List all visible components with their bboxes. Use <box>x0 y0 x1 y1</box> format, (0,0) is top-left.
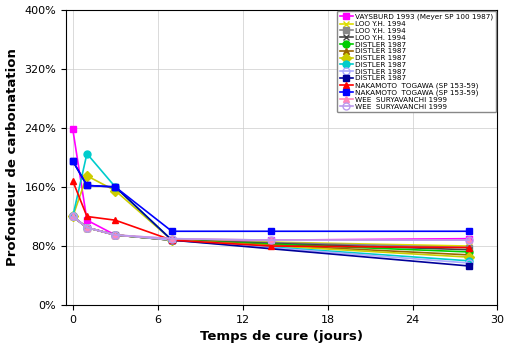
DISTLER 1987 <box>83 225 90 230</box>
LOO Y.H. 1994 <box>112 233 118 237</box>
DISTLER 1987 <box>168 238 175 242</box>
DISTLER 1987 <box>168 238 175 242</box>
NAKAMOTO  TOGAWA (SP 153-59) <box>112 218 118 222</box>
LOO Y.H. 1994 <box>83 225 90 230</box>
DISTLER 1987 <box>83 183 90 187</box>
DISTLER 1987 <box>83 174 90 178</box>
NAKAMOTO  TOGAWA (SP 153-59) <box>112 185 118 189</box>
DISTLER 1987 <box>168 238 175 242</box>
DISTLER 1987 <box>112 233 118 237</box>
DISTLER 1987 <box>83 225 90 230</box>
VAYSBURD 1993 (Meyer SP 100 1987) <box>168 238 175 242</box>
DISTLER 1987 <box>112 233 118 237</box>
VAYSBURD 1993 (Meyer SP 100 1987) <box>83 218 90 222</box>
NAKAMOTO  TOGAWA (SP 153-59) <box>83 183 90 187</box>
LOO Y.H. 1994 <box>112 233 118 237</box>
NAKAMOTO  TOGAWA (SP 153-59) <box>168 229 175 233</box>
LOO Y.H. 1994 <box>168 238 175 242</box>
WEE  SURYAVANCHI 1999 <box>465 238 471 242</box>
Line: DISTLER 1987: DISTLER 1987 <box>69 150 472 264</box>
DISTLER 1987 <box>465 264 471 268</box>
VAYSBURD 1993 (Meyer SP 100 1987) <box>267 238 273 242</box>
LOO Y.H. 1994 <box>465 248 471 252</box>
Line: DISTLER 1987: DISTLER 1987 <box>69 158 472 269</box>
LOO Y.H. 1994 <box>70 214 76 218</box>
DISTLER 1987 <box>168 238 175 242</box>
LOO Y.H. 1994 <box>168 238 175 242</box>
WEE  SURYAVANCHI 1999 <box>168 237 175 241</box>
Y-axis label: Profondeur de carbonatation: Profondeur de carbonatation <box>6 49 18 266</box>
Line: WEE  SURYAVANCHI 1999: WEE SURYAVANCHI 1999 <box>69 213 472 244</box>
LOO Y.H. 1994 <box>70 214 76 218</box>
VAYSBURD 1993 (Meyer SP 100 1987) <box>465 237 471 241</box>
DISTLER 1987 <box>83 151 90 156</box>
DISTLER 1987 <box>465 250 471 254</box>
DISTLER 1987 <box>70 214 76 218</box>
DISTLER 1987 <box>70 214 76 218</box>
DISTLER 1987 <box>70 214 76 218</box>
Line: LOO Y.H. 1994: LOO Y.H. 1994 <box>69 213 472 253</box>
DISTLER 1987 <box>112 188 118 193</box>
DISTLER 1987 <box>465 259 471 263</box>
NAKAMOTO  TOGAWA (SP 153-59) <box>70 159 76 163</box>
LOO Y.H. 1994 <box>168 238 175 242</box>
Line: WEE  SURYAVANCHI 1999: WEE SURYAVANCHI 1999 <box>69 213 472 244</box>
WEE  SURYAVANCHI 1999 <box>112 233 118 237</box>
LOO Y.H. 1994 <box>112 233 118 237</box>
LOO Y.H. 1994 <box>83 225 90 230</box>
Line: DISTLER 1987: DISTLER 1987 <box>69 213 472 258</box>
NAKAMOTO  TOGAWA (SP 153-59) <box>168 238 175 242</box>
NAKAMOTO  TOGAWA (SP 153-59) <box>267 229 273 233</box>
LOO Y.H. 1994 <box>83 225 90 230</box>
LOO Y.H. 1994 <box>465 245 471 250</box>
X-axis label: Temps de cure (jours): Temps de cure (jours) <box>200 331 362 343</box>
NAKAMOTO  TOGAWA (SP 153-59) <box>83 214 90 218</box>
WEE  SURYAVANCHI 1999 <box>267 238 273 242</box>
Line: LOO Y.H. 1994: LOO Y.H. 1994 <box>69 213 472 250</box>
VAYSBURD 1993 (Meyer SP 100 1987) <box>112 233 118 237</box>
WEE  SURYAVANCHI 1999 <box>112 233 118 237</box>
WEE  SURYAVANCHI 1999 <box>83 225 90 230</box>
WEE  SURYAVANCHI 1999 <box>83 225 90 230</box>
DISTLER 1987 <box>70 159 76 163</box>
WEE  SURYAVANCHI 1999 <box>465 238 471 242</box>
DISTLER 1987 <box>112 185 118 189</box>
WEE  SURYAVANCHI 1999 <box>70 214 76 218</box>
DISTLER 1987 <box>112 233 118 237</box>
Line: NAKAMOTO  TOGAWA (SP 153-59): NAKAMOTO TOGAWA (SP 153-59) <box>69 158 472 235</box>
NAKAMOTO  TOGAWA (SP 153-59) <box>465 229 471 233</box>
DISTLER 1987 <box>168 238 175 242</box>
Line: NAKAMOTO  TOGAWA (SP 153-59): NAKAMOTO TOGAWA (SP 153-59) <box>69 178 472 251</box>
VAYSBURD 1993 (Meyer SP 100 1987) <box>70 127 76 131</box>
Line: DISTLER 1987: DISTLER 1987 <box>69 213 472 255</box>
NAKAMOTO  TOGAWA (SP 153-59) <box>465 245 471 250</box>
WEE  SURYAVANCHI 1999 <box>70 214 76 218</box>
DISTLER 1987 <box>465 261 471 265</box>
Line: DISTLER 1987: DISTLER 1987 <box>69 172 472 261</box>
WEE  SURYAVANCHI 1999 <box>267 238 273 242</box>
DISTLER 1987 <box>83 225 90 230</box>
NAKAMOTO  TOGAWA (SP 153-59) <box>267 244 273 248</box>
Line: VAYSBURD 1993 (Meyer SP 100 1987): VAYSBURD 1993 (Meyer SP 100 1987) <box>69 126 472 244</box>
WEE  SURYAVANCHI 1999 <box>168 237 175 241</box>
LOO Y.H. 1994 <box>465 244 471 248</box>
LOO Y.H. 1994 <box>70 214 76 218</box>
DISTLER 1987 <box>465 253 471 257</box>
Line: LOO Y.H. 1994: LOO Y.H. 1994 <box>69 213 472 251</box>
Line: DISTLER 1987: DISTLER 1987 <box>69 213 472 267</box>
DISTLER 1987 <box>168 238 175 242</box>
DISTLER 1987 <box>70 214 76 218</box>
NAKAMOTO  TOGAWA (SP 153-59) <box>70 179 76 183</box>
Legend: VAYSBURD 1993 (Meyer SP 100 1987), LOO Y.H. 1994, LOO Y.H. 1994, LOO Y.H. 1994, : VAYSBURD 1993 (Meyer SP 100 1987), LOO Y… <box>336 11 495 112</box>
DISTLER 1987 <box>465 255 471 259</box>
DISTLER 1987 <box>70 214 76 218</box>
DISTLER 1987 <box>112 185 118 189</box>
